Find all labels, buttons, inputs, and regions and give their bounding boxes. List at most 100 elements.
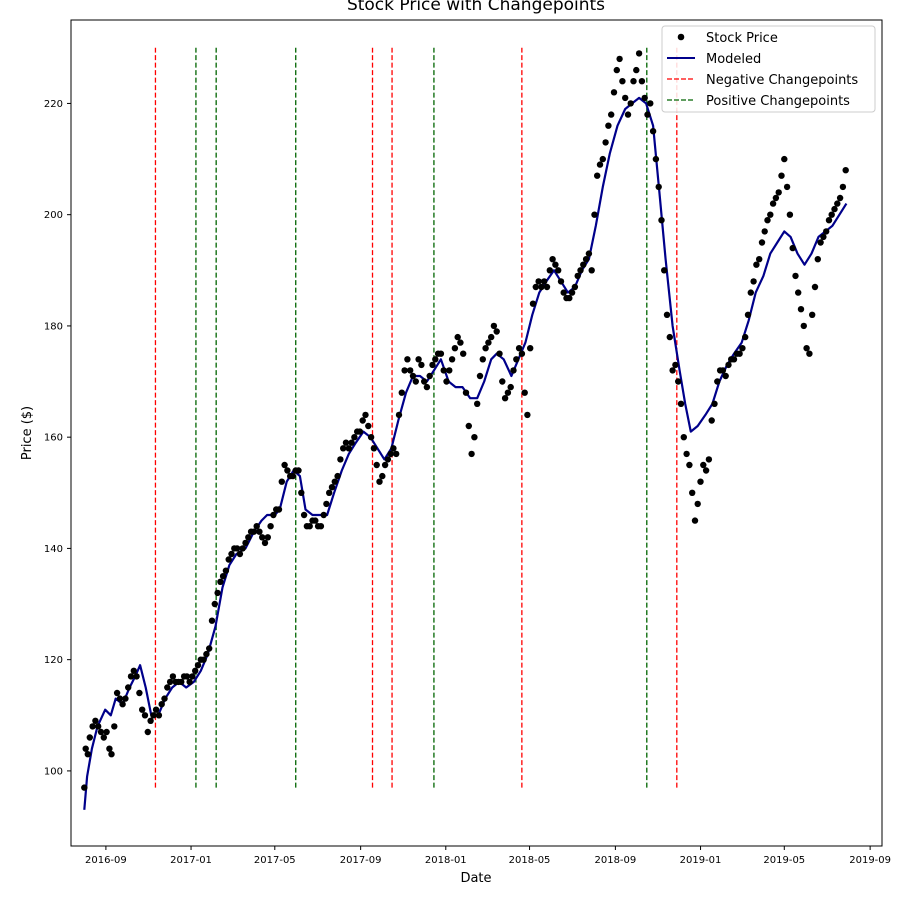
stock-price-point <box>200 656 207 663</box>
stock-price-point <box>103 728 110 736</box>
stock-price-point <box>836 194 844 202</box>
x-tick-label: 2016-09 <box>85 855 127 866</box>
stock-price-point <box>412 378 419 385</box>
stock-price-point <box>535 278 542 285</box>
stock-price-point <box>479 356 486 363</box>
stock-price-point <box>345 445 352 452</box>
y-tick-label: 160 <box>44 433 63 444</box>
stock-price-point <box>281 461 288 469</box>
stock-price-point <box>331 478 338 485</box>
stock-price-point <box>744 311 752 318</box>
stock-price-point <box>376 478 383 485</box>
stock-price-point <box>194 662 202 669</box>
stock-price-point <box>351 434 358 441</box>
stock-price-point <box>756 256 763 263</box>
stock-price-point <box>764 217 771 224</box>
stock-price-point <box>546 267 553 274</box>
stock-price-point <box>236 550 244 558</box>
stock-price-point <box>613 66 620 74</box>
stock-price-point <box>125 684 132 691</box>
stock-price-point <box>211 600 218 608</box>
stock-price-point <box>532 283 539 291</box>
y-tick-label: 200 <box>44 210 63 221</box>
stock-price-point <box>789 244 796 252</box>
stock-price-point <box>169 673 177 680</box>
stock-price-point <box>588 267 595 274</box>
stock-price-point <box>250 528 258 535</box>
stock-price-point <box>136 689 143 697</box>
stock-price-point <box>92 717 99 724</box>
stock-price-point <box>437 350 445 357</box>
stock-price-point <box>524 411 531 419</box>
stock-price-point <box>348 439 355 446</box>
stock-price-point <box>680 434 687 441</box>
stock-price-point <box>541 278 548 285</box>
stock-price-point <box>549 256 556 263</box>
x-axis-label: Date <box>460 871 491 886</box>
stock-price-point <box>691 517 699 524</box>
stock-price-point <box>485 339 492 346</box>
legend-label-positive: Positive Changepoints <box>706 94 850 109</box>
stock-price-point <box>814 256 821 263</box>
chart-title: Stock Price with Changepoints <box>347 0 605 15</box>
modeled-series <box>83 96 848 810</box>
stock-price-point <box>340 445 347 452</box>
stock-price-point <box>192 667 199 674</box>
stock-price-point <box>831 205 838 213</box>
stock-price-point <box>379 472 386 480</box>
stock-price-point <box>264 534 271 541</box>
x-tick-label: 2017-09 <box>340 855 382 866</box>
stock-price-point <box>86 734 94 741</box>
stock-price-point <box>806 350 813 357</box>
stock-price-point <box>295 467 302 474</box>
stock-price-point <box>689 489 696 496</box>
stock-price-point <box>700 461 707 469</box>
stock-price-point <box>82 745 89 752</box>
stock-price-point <box>747 289 754 296</box>
stock-price-point <box>158 701 165 708</box>
stock-price-point <box>677 400 685 407</box>
stock-price-point <box>111 723 118 730</box>
stock-price-point <box>555 267 562 274</box>
stock-price-point <box>219 573 227 580</box>
y-tick-label: 220 <box>44 99 63 110</box>
stock-price-point <box>432 356 439 363</box>
stock-price-point <box>714 378 721 385</box>
stock-price-point <box>675 378 682 385</box>
stock-price-point <box>708 417 715 424</box>
stock-price-point <box>736 350 743 357</box>
stock-price-point <box>384 456 392 463</box>
stock-price-point <box>543 283 551 291</box>
stock-price-point <box>552 261 559 268</box>
stock-price-point <box>697 478 704 485</box>
stock-price-point <box>365 422 372 430</box>
stock-price-point <box>641 94 648 102</box>
stock-price-point <box>166 678 174 686</box>
stock-price-point <box>113 689 121 697</box>
stock-price-point <box>649 128 657 135</box>
stock-price-point <box>460 350 467 357</box>
stock-price-point <box>624 111 632 118</box>
stock-price-point <box>426 372 433 380</box>
stock-price-point <box>95 723 102 730</box>
stock-price-point <box>186 678 193 686</box>
stock-price-point <box>97 728 105 736</box>
stock-price-point <box>189 673 196 680</box>
stock-price-point <box>228 550 235 558</box>
stock-price-point <box>778 172 785 179</box>
stock-price-point <box>719 367 727 374</box>
stock-price-point <box>823 228 830 235</box>
stock-price-point <box>521 389 528 396</box>
stock-price-point <box>666 333 673 341</box>
stock-price-point <box>446 367 453 374</box>
stock-price-point <box>608 111 615 118</box>
stock-price-point <box>809 311 816 318</box>
stock-price-point <box>566 294 573 302</box>
stock-price-point <box>317 523 325 530</box>
stock-price-point <box>152 706 160 713</box>
stock-price-point <box>474 400 481 407</box>
stock-price-point <box>409 372 417 380</box>
stock-price-point <box>387 450 394 458</box>
stock-price-point <box>465 422 472 430</box>
